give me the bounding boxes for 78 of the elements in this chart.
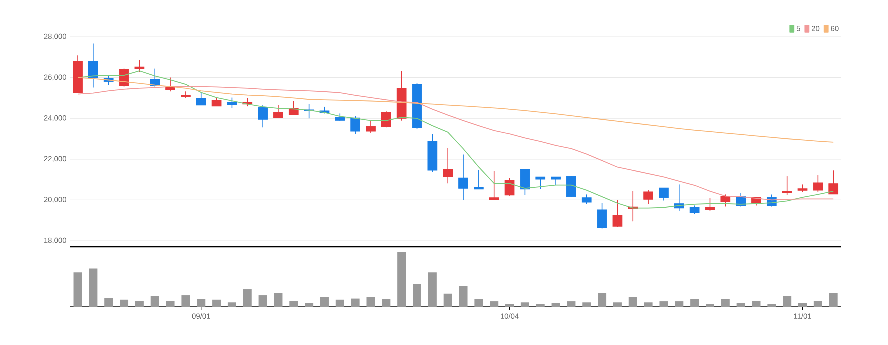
candlestick: [474, 170, 484, 190]
bar: [382, 299, 391, 307]
bar: [290, 300, 298, 307]
bar: [552, 303, 560, 307]
candlestick: [705, 198, 716, 212]
candlestick: [489, 170, 500, 200]
candlestick: [520, 169, 530, 196]
bar: [690, 299, 700, 307]
bar: [798, 303, 808, 307]
bar: [814, 300, 822, 307]
bar: [444, 294, 452, 307]
candlestick: [782, 176, 792, 196]
bar: [74, 272, 82, 307]
bar: [829, 293, 838, 307]
bar: [336, 300, 344, 307]
bar: [398, 252, 406, 307]
candlestick: [274, 104, 284, 119]
bar: [752, 300, 761, 307]
bar: [320, 297, 329, 307]
candlestick: [720, 194, 731, 208]
bar: [474, 299, 484, 307]
bar: [212, 300, 222, 307]
bar: [644, 302, 653, 307]
bar: [104, 298, 114, 307]
bar: [428, 272, 437, 307]
candlestick: [350, 116, 360, 134]
bar: [182, 296, 190, 307]
candlestick: [612, 200, 623, 228]
candlestick: [566, 176, 576, 198]
bar: [598, 293, 607, 307]
bar: [197, 299, 206, 307]
bar: [366, 297, 376, 307]
candlestick: [134, 60, 145, 72]
candlestick: [196, 92, 206, 106]
bar: [721, 299, 730, 307]
bar: [706, 304, 714, 307]
bar: [660, 302, 668, 307]
candlestick: [659, 188, 669, 202]
candlestick: [644, 190, 654, 205]
bar: [258, 296, 268, 307]
bar: [613, 302, 622, 307]
candlestick: [443, 148, 454, 184]
bar: [536, 304, 545, 307]
candlestick: [536, 176, 546, 190]
bar: [413, 284, 422, 307]
bar: [628, 297, 638, 307]
candlestick: [366, 120, 376, 134]
candlestick: [813, 175, 824, 192]
bar: [675, 302, 684, 307]
bar: [520, 302, 530, 307]
bar: [567, 302, 576, 307]
bar: [305, 303, 314, 307]
bar: [274, 293, 283, 307]
candlestick: [828, 170, 839, 195]
candlestick: [166, 77, 176, 92]
bar: [243, 290, 252, 307]
bar: [351, 298, 360, 307]
candlestick: [258, 104, 268, 128]
candlestick: [597, 203, 608, 230]
bar: [783, 296, 792, 307]
candlestick: [582, 194, 592, 205]
bar: [490, 302, 499, 307]
candlestick: [381, 110, 392, 128]
bar: [768, 304, 776, 307]
candlestick: [227, 97, 238, 109]
bar: [120, 300, 129, 307]
bar: [150, 296, 160, 307]
candlestick: [504, 178, 515, 196]
bar: [89, 268, 98, 307]
bar: [459, 286, 468, 307]
bar: [582, 302, 592, 307]
bar: [736, 303, 746, 307]
candlestick: [88, 43, 98, 88]
bar: [135, 300, 144, 307]
bar: [506, 304, 514, 307]
bar: [166, 300, 175, 307]
candlestick: [458, 154, 468, 201]
bar: [228, 302, 236, 307]
